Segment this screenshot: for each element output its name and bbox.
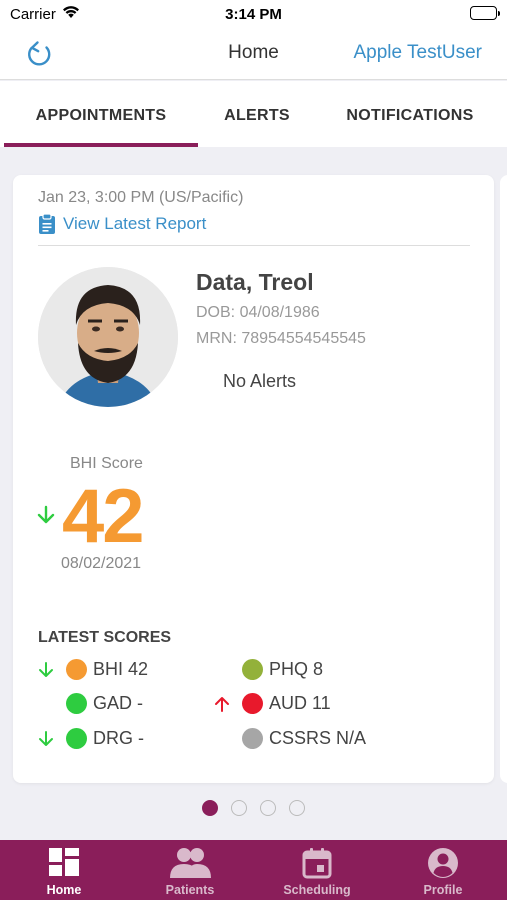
clipboard-icon <box>39 213 55 234</box>
tab-alerts-label: ALERTS <box>224 107 290 124</box>
navigation-bar: Home Apple TestUser <box>0 28 507 80</box>
score-status-dot <box>242 659 263 680</box>
profile-icon <box>380 847 506 879</box>
patient-mrn: MRN: 78954554545545 <box>196 330 366 347</box>
latest-scores-title: LATEST SCORES <box>38 629 172 646</box>
tabbar-label: Profile <box>423 883 463 897</box>
appointment-card[interactable]: Jan 23, 3:00 PM (US/Pacific) View Latest… <box>13 175 494 783</box>
score-label: CSSRS N/A <box>269 728 367 748</box>
patient-alerts-status: No Alerts <box>223 371 297 391</box>
tabbar-item-home[interactable]: Home <box>1 840 127 900</box>
status-bar: Carrier 3:14 PM <box>0 0 507 28</box>
bhi-score-date: 08/02/2021 <box>61 555 142 572</box>
patient-name: Data, Treol <box>196 269 314 295</box>
bhi-score-label: BHI Score <box>70 455 143 472</box>
wifi-icon <box>62 5 80 24</box>
page-dot-3[interactable] <box>260 800 276 816</box>
tabbar-item-patients[interactable]: Patients <box>127 840 253 900</box>
user-name-link[interactable]: Apple TestUser <box>353 42 483 63</box>
carrier-label: Carrier <box>10 6 56 23</box>
score-status-dot <box>242 693 263 714</box>
score-label: PHQ 8 <box>269 659 324 679</box>
tabbar-label: Patients <box>165 883 215 897</box>
trend-down-arrow-icon <box>36 505 56 530</box>
tabbar-label: Home <box>46 883 82 897</box>
tab-appointments[interactable]: APPOINTMENTS <box>4 81 198 147</box>
score-status-dot <box>66 728 87 749</box>
score-label: GAD - <box>93 693 144 713</box>
battery-icon <box>470 6 500 20</box>
patient-dob: DOB: 04/08/1986 <box>196 304 320 321</box>
trend-down-arrow-icon <box>38 731 54 752</box>
next-appointment-card-peek[interactable] <box>500 175 507 783</box>
page-dot-1[interactable] <box>202 800 218 816</box>
top-tabs: APPOINTMENTS ALERTS NOTIFICATIONS <box>0 81 507 147</box>
tab-appointments-label: APPOINTMENTS <box>35 107 167 124</box>
tabbar-item-profile[interactable]: Profile <box>380 840 506 900</box>
score-status-dot <box>66 659 87 680</box>
bhi-score-value: 42 <box>62 474 145 559</box>
score-item-cssrs: CSSRS N/A <box>242 728 366 749</box>
tabbar-item-scheduling[interactable]: Scheduling <box>254 840 380 900</box>
score-item-bhi: BHI 42 <box>39 659 149 680</box>
bottom-tab-bar: Home Patients Scheduling <box>0 840 507 900</box>
score-status-dot <box>66 693 87 714</box>
clock: 3:14 PM <box>225 6 282 23</box>
score-label: AUD 11 <box>269 693 331 713</box>
page-dot-4[interactable] <box>289 800 305 816</box>
page-dot-2[interactable] <box>231 800 247 816</box>
trend-up-arrow-icon <box>214 696 230 717</box>
active-tab-indicator <box>4 143 198 147</box>
tab-notifications-label: NOTIFICATIONS <box>346 107 474 124</box>
score-status-dot <box>242 728 263 749</box>
page-indicator <box>0 800 507 816</box>
score-label: BHI 42 <box>93 659 149 679</box>
tabbar-label: Scheduling <box>283 883 351 897</box>
card-divider <box>38 245 470 246</box>
score-item-drg: DRG - <box>39 728 144 749</box>
tab-notifications[interactable]: NOTIFICATIONS <box>316 81 504 147</box>
patients-icon <box>127 847 253 879</box>
view-latest-report-link[interactable]: View Latest Report <box>38 213 206 235</box>
refresh-icon[interactable] <box>22 36 56 70</box>
score-item-gad: GAD - <box>66 693 143 714</box>
trend-down-arrow-icon <box>38 662 54 683</box>
score-item-aud: AUD 11 <box>215 693 331 714</box>
tab-alerts[interactable]: ALERTS <box>198 81 316 147</box>
score-item-phq: PHQ 8 <box>242 659 323 680</box>
home-grid-icon <box>1 847 127 877</box>
patient-avatar <box>38 267 178 407</box>
view-latest-report-label: View Latest Report <box>63 214 207 233</box>
page-title: Home <box>228 42 279 63</box>
appointment-datetime: Jan 23, 3:00 PM (US/Pacific) <box>38 189 244 206</box>
score-label: DRG - <box>93 728 144 748</box>
calendar-icon <box>254 847 380 879</box>
